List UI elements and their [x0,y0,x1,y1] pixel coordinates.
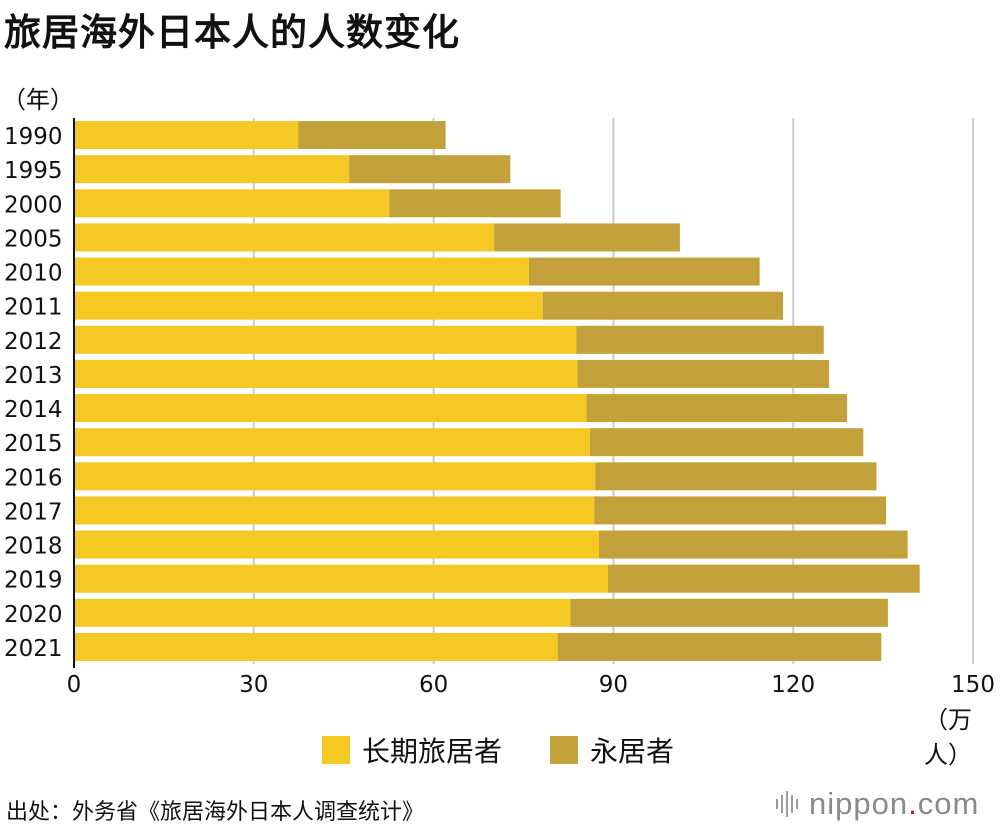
bar-long-term [74,632,558,661]
bar-long-term [74,189,390,218]
legend-item-permanent: 永居者 [550,730,674,770]
x-tick-label: 120 [771,672,815,698]
logo-suffix: com [917,786,980,821]
bar-long-term [74,291,543,320]
bar-long-term [74,155,350,184]
x-tick-label: 30 [239,672,268,698]
legend-swatch-permanent [550,736,579,764]
y-tick-label: 1995 [4,158,63,184]
bar-long-term [74,598,571,627]
y-tick-label: 2018 [4,534,63,560]
y-tick-label: 2019 [4,568,63,594]
bar-long-term [74,325,577,354]
bar-permanent [528,257,760,286]
logo-bars-icon [776,791,801,817]
bar-long-term [74,564,609,593]
bar-permanent [599,530,908,559]
bar-permanent [594,496,887,525]
bar-long-term [74,530,600,559]
y-tick-label: 2012 [4,329,63,355]
bar-permanent [557,632,882,661]
y-tick-label: 2017 [4,499,63,525]
bar-long-term [74,496,595,525]
logo-dot: . [908,786,918,821]
source-note: 出处：外务省《旅居海外日本人调查统计》 [6,800,425,825]
bar-permanent [389,189,561,218]
y-axis-unit: （年） [2,86,74,114]
legend: 长期旅居者 永居者 [322,730,722,770]
bar-long-term [74,257,529,286]
bar-permanent [590,428,864,457]
legend-swatch-long-term [322,736,350,764]
y-tick-label: 2011 [4,295,63,321]
bar-long-term [74,462,596,491]
x-tick-label: 60 [419,672,448,698]
bar-permanent [349,155,511,184]
x-tick-label: 90 [599,672,628,698]
y-tick-label: 2020 [4,602,63,628]
bar-permanent [586,394,848,423]
bar-permanent [494,223,680,252]
nippon-logo: nippon. com [776,786,979,822]
bar-long-term [74,359,578,388]
bar-permanent [570,598,888,627]
bar-permanent [608,564,920,593]
x-axis-unit: （万人） [924,706,972,769]
y-tick-label: 2005 [4,226,63,252]
bar-long-term [74,223,495,252]
bar-long-term [74,394,587,423]
y-tick-label: 2016 [4,465,63,491]
y-tick-label: 1990 [4,124,63,150]
bar-permanent [298,121,446,150]
y-tick-label: 2021 [4,636,63,662]
chart-title: 旅居海外日本人的人数变化 [4,11,460,54]
logo-text: nippon [809,786,909,821]
bar-permanent [595,462,877,491]
y-tick-label: 2010 [4,261,63,287]
bar-permanent [576,325,824,354]
x-tick-label: 150 [951,672,995,698]
bar-permanent [577,359,830,388]
y-tick-label: 2013 [4,363,63,389]
y-tick-label: 2014 [4,397,63,423]
bar-long-term [74,121,299,150]
bar-long-term [74,428,591,457]
y-tick-label: 2015 [4,431,63,457]
bar-permanent [542,291,784,320]
y-tick-label: 2000 [4,192,63,218]
x-tick-label: 0 [67,672,82,698]
legend-label-long-term: 长期旅居者 [362,735,503,768]
legend-item-long-term: 长期旅居者 [322,730,502,770]
legend-label-permanent: 永居者 [590,735,675,768]
